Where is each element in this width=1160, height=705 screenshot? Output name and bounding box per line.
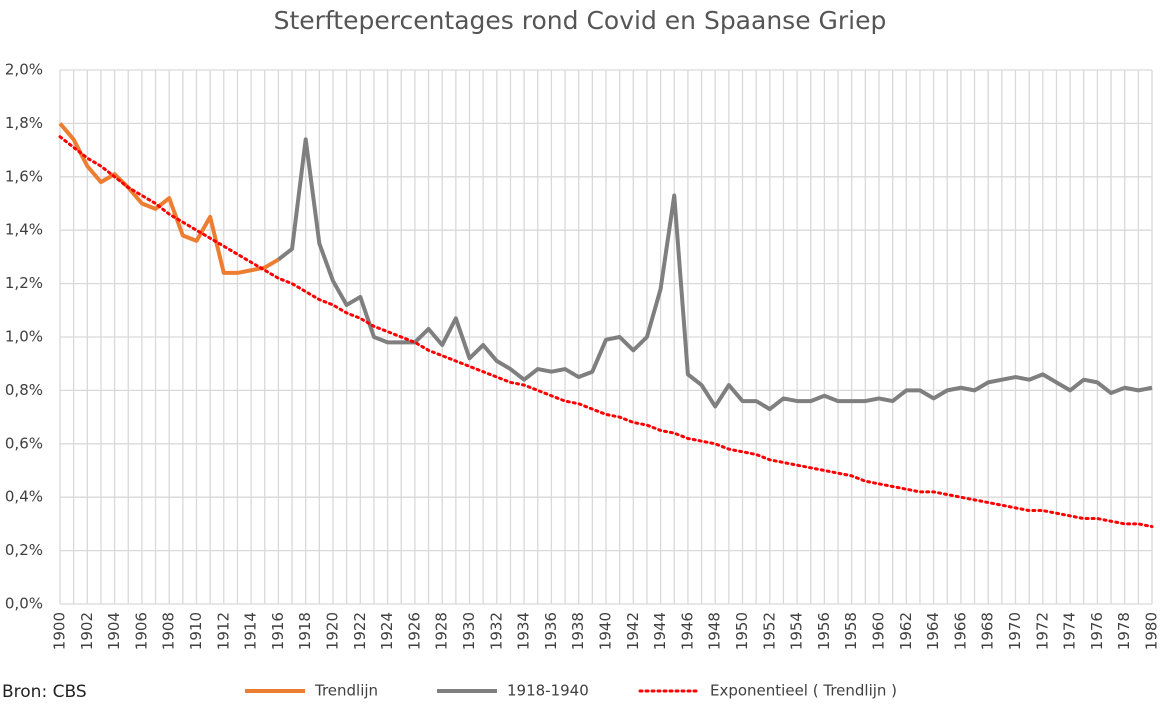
x-tick-label: 1916 [269,612,287,650]
y-tick-label: 1,8% [5,114,43,132]
series-line [58,122,280,275]
x-tick-label: 1912 [214,612,232,650]
x-tick-label: 1940 [597,612,615,650]
chart-title: Sterftepercentages rond Covid en Spaanse… [274,6,887,35]
x-tick-label: 1974 [1061,612,1079,650]
x-tick-label: 1950 [733,612,751,650]
x-tick-label: 1918 [296,612,314,650]
x-tick-label: 1914 [242,612,260,650]
legend-label: 1918-1940 [507,682,589,700]
x-tick-label: 1978 [1115,612,1133,650]
x-tick-label: 1906 [132,612,150,650]
y-tick-label: 0,0% [5,595,43,613]
y-tick-label: 2,0% [5,61,43,79]
x-tick-label: 1966 [951,612,969,650]
x-tick-label: 1952 [760,612,778,650]
x-tick-label: 1976 [1088,612,1106,650]
x-tick-label: 1970 [1006,612,1024,650]
y-tick-label: 0,4% [5,488,43,506]
x-tick-label: 1922 [351,612,369,650]
x-tick-label: 1944 [651,612,669,650]
x-tick-label: 1900 [51,612,69,650]
x-tick-label: 1980 [1143,612,1160,650]
x-tick-label: 1908 [160,612,178,650]
x-tick-label: 1948 [706,612,724,650]
series-line [58,135,1154,529]
x-tick-label: 1902 [78,612,96,650]
x-tick-label: 1932 [487,612,505,650]
x-tick-label: 1946 [678,612,696,650]
y-tick-label: 1,4% [5,221,43,239]
x-tick-label: 1956 [815,612,833,650]
x-tick-label: 1958 [842,612,860,650]
x-tick-label: 1960 [870,612,888,650]
x-tick-label: 1928 [433,612,451,650]
x-tick-label: 1930 [460,612,478,650]
x-tick-label: 1936 [542,612,560,650]
x-tick-label: 1926 [405,612,423,650]
y-tick-label: 1,0% [5,328,43,346]
x-tick-label: 1904 [105,612,123,650]
y-tick-label: 0,2% [5,541,43,559]
x-tick-label: 1972 [1033,612,1051,650]
source-note: Bron: CBS [2,682,87,702]
x-tick-label: 1938 [569,612,587,650]
x-tick-label: 1920 [324,612,342,650]
y-tick-label: 0,6% [5,434,43,452]
legend-label: Trendlijn [314,682,378,700]
x-tick-label: 1962 [897,612,915,650]
y-tick-label: 0,8% [5,381,43,399]
x-tick-label: 1910 [187,612,205,650]
legend-label: Exponentieel ( Trendlijn ) [710,682,897,700]
x-tick-label: 1964 [924,612,942,650]
x-tick-label: 1934 [515,612,533,650]
y-tick-label: 1,6% [5,167,43,185]
x-tick-label: 1968 [979,612,997,650]
series-line [277,137,1153,412]
x-tick-label: 1924 [378,612,396,650]
y-tick-label: 1,2% [5,274,43,292]
x-tick-label: 1942 [624,612,642,650]
x-tick-label: 1954 [788,612,806,650]
